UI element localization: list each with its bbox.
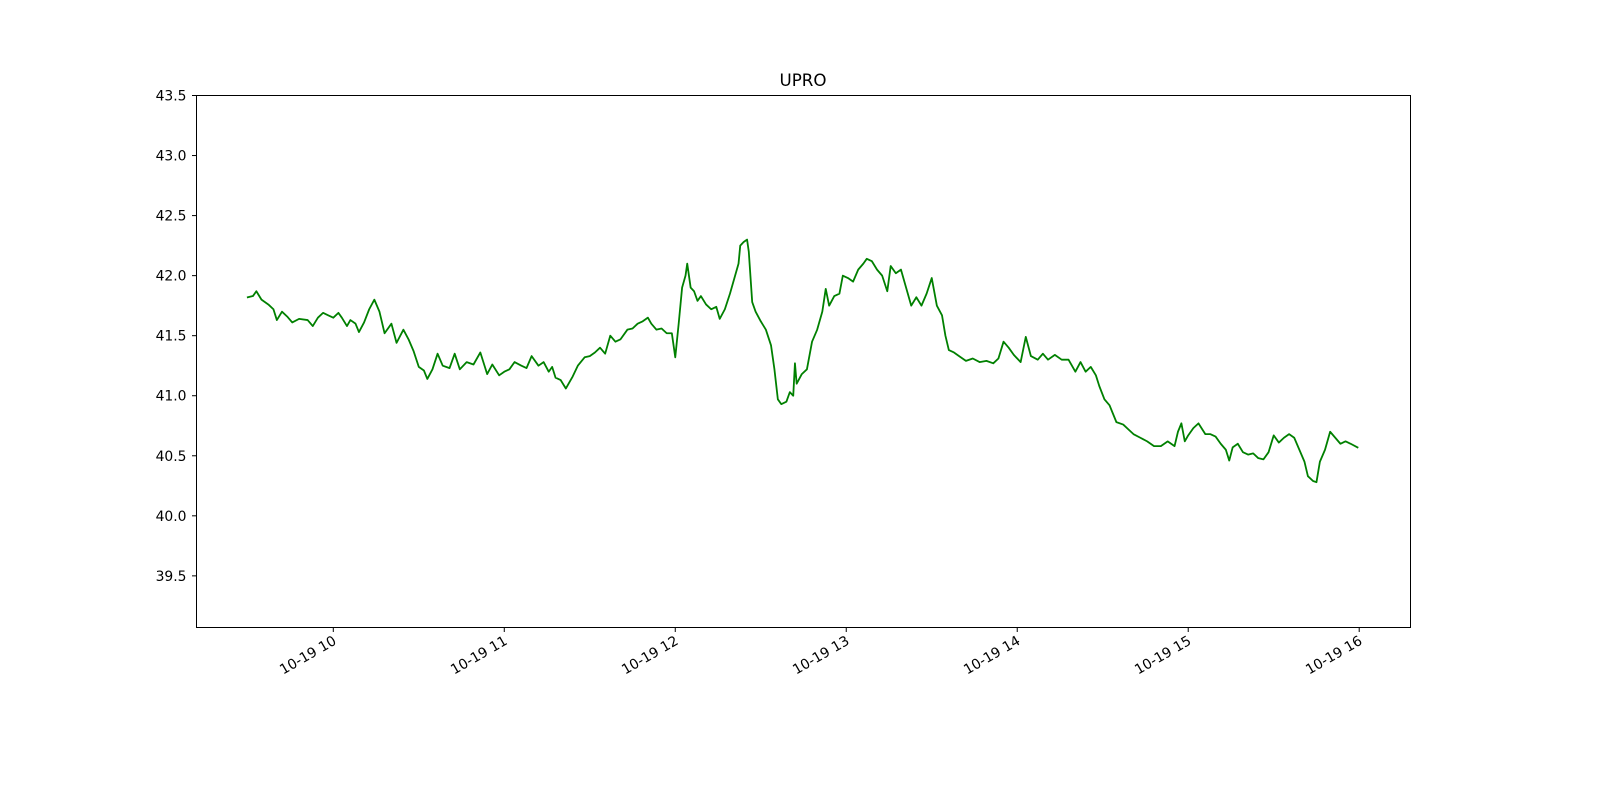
plot-frame — [196, 95, 1411, 628]
chart-title: UPRO — [779, 70, 826, 90]
series-layer — [246, 238, 1359, 484]
y-tick-label: 42.0 — [156, 269, 187, 285]
y-axis: 39.5 40.0 40.5 41.0 41.5 42.0 42.5 43.0 43.5 — [156, 89, 197, 585]
y-tick-label: 41.5 — [156, 329, 187, 345]
y-tick-label: 43.0 — [156, 149, 187, 165]
price-series-line — [246, 238, 1359, 484]
y-tick-label: 40.0 — [156, 509, 187, 525]
y-tick-label: 40.5 — [156, 449, 187, 465]
y-tick-label: 39.5 — [156, 569, 187, 585]
y-tick-label: 43.5 — [156, 89, 187, 105]
y-tick-label: 42.5 — [156, 209, 187, 225]
y-tick-label: 41.0 — [156, 389, 187, 405]
